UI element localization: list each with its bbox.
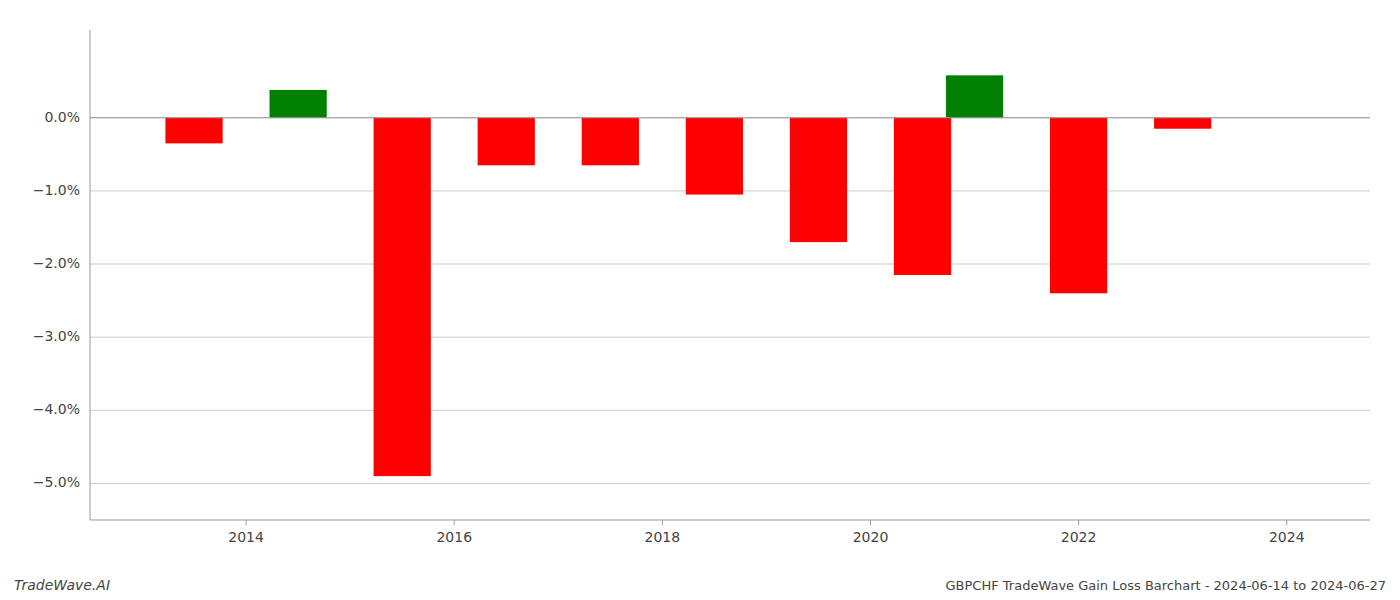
bar: [478, 118, 535, 166]
x-axis-line: [90, 520, 1370, 521]
x-tick-label: 2018: [645, 529, 681, 545]
bar: [374, 118, 431, 476]
grid-line: [90, 337, 1370, 338]
y-tick-label: −3.0%: [33, 328, 80, 344]
bar: [1154, 118, 1211, 129]
bar: [790, 118, 847, 242]
bar: [946, 75, 1003, 117]
y-axis-line: [90, 30, 91, 520]
bar: [582, 118, 639, 166]
x-tick: [1078, 520, 1079, 525]
y-tick-label: −1.0%: [33, 182, 80, 198]
watermark: TradeWave.AI: [14, 577, 110, 593]
grid-line: [90, 264, 1370, 265]
bar: [1050, 118, 1107, 294]
x-tick: [870, 520, 871, 525]
grid-line: [90, 117, 1370, 118]
y-tick-label: −5.0%: [33, 474, 80, 490]
y-tick-label: 0.0%: [44, 109, 80, 125]
y-tick-label: −4.0%: [33, 401, 80, 417]
x-tick: [1286, 520, 1287, 525]
x-tick-label: 2016: [436, 529, 472, 545]
grid: [90, 118, 1370, 484]
grid-line: [90, 483, 1370, 484]
bar: [894, 118, 951, 275]
chart: 0.0%−1.0%−2.0%−3.0%−4.0%−5.0%20142016201…: [0, 0, 1400, 600]
bar: [270, 90, 327, 118]
title: GBPCHF TradeWave Gain Loss Barchart - 20…: [946, 578, 1386, 593]
bar: [686, 118, 743, 195]
x-tick-label: 2020: [853, 529, 889, 545]
y-tick-label: −2.0%: [33, 255, 80, 271]
grid-line: [90, 410, 1370, 411]
x-tick-label: 2014: [228, 529, 264, 545]
x-tick-label: 2024: [1269, 529, 1305, 545]
x-tick-label: 2022: [1061, 529, 1097, 545]
x-axis: 2014 2016 2018 2020 2022 2024: [90, 520, 1370, 545]
zero-line: [90, 117, 1370, 118]
y-axis: 0.0% −1.0% −2.0% −3.0% −4.0% −5.0%: [33, 30, 90, 520]
bars: [165, 75, 1211, 476]
x-tick: [246, 520, 247, 525]
x-tick: [454, 520, 455, 525]
bar: [165, 118, 222, 144]
x-tick: [662, 520, 663, 525]
